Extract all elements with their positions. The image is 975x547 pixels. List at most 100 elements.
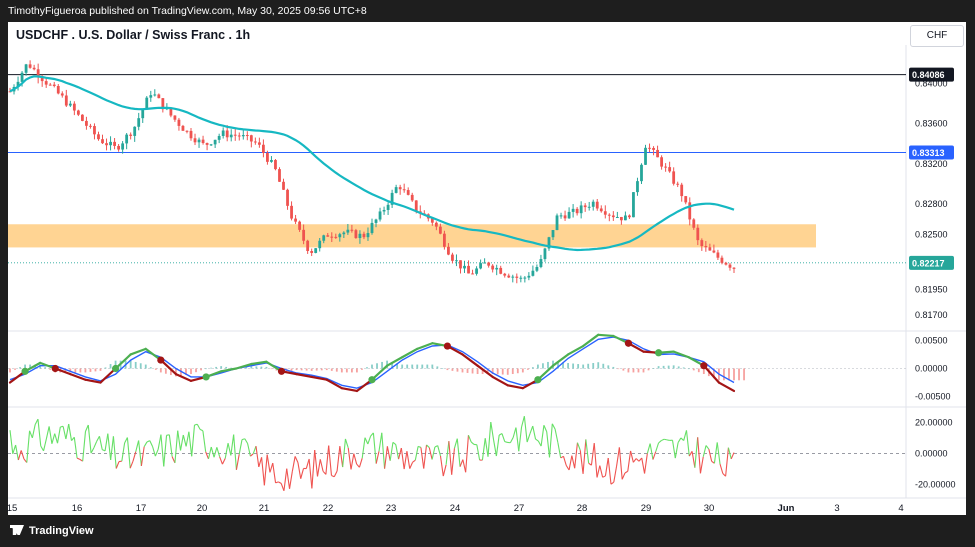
oscillator-segment [149, 440, 154, 447]
chart-area[interactable] [8, 22, 966, 515]
oscillator-segment [129, 460, 134, 469]
candle-body [628, 215, 631, 218]
candle-body [64, 95, 68, 106]
tradingview-logo[interactable]: TradingView [10, 525, 94, 537]
oscillator-segment [275, 481, 279, 484]
macd-line-segment [566, 344, 585, 356]
cross-marker [51, 364, 59, 373]
oscillator-segment [291, 456, 296, 472]
oscillator-segment [73, 437, 78, 459]
oscillator-segment [12, 444, 17, 455]
candle-body [330, 236, 334, 238]
time-axis-tick: 29 [641, 503, 652, 514]
macd-histogram-bar [366, 367, 368, 369]
macd-histogram-bar [361, 368, 363, 370]
support-resistance-zone [8, 224, 816, 248]
oscillator-segment [227, 443, 232, 456]
oscillator-segment [582, 439, 587, 474]
candle-body [696, 227, 700, 241]
candle-body [137, 118, 141, 127]
candle-body [209, 144, 213, 146]
macd-histogram-bar [496, 368, 499, 375]
candle-body [262, 144, 265, 153]
candle-body [338, 234, 342, 238]
candle-body [141, 109, 145, 119]
candle-body [52, 84, 56, 86]
oscillator-segment [263, 454, 268, 486]
oscillator-segment [551, 423, 556, 430]
time-axis-tick: 22 [323, 503, 334, 514]
candle-body [455, 260, 458, 262]
macd-histogram-bar [270, 368, 273, 370]
macd-histogram-bar [154, 368, 157, 370]
candle-body [619, 217, 623, 221]
candle-body [583, 205, 587, 208]
candle-body [414, 200, 418, 212]
macd-histogram-bar [542, 363, 544, 369]
oscillator-segment [384, 446, 388, 469]
macd-histogram-bar [531, 367, 534, 369]
oscillator-segment [213, 447, 218, 458]
oscillator-segment [453, 438, 458, 449]
candle-body [539, 259, 543, 268]
oscillator-segment [65, 423, 70, 440]
oscillator-segment [278, 481, 282, 484]
oscillator-segment [90, 447, 95, 454]
oscillator-segment [126, 437, 131, 469]
macd-line-segment [461, 353, 479, 367]
oscillator-segment [406, 451, 411, 469]
macd-histogram-bar [94, 368, 97, 372]
currency-button[interactable]: CHF [910, 25, 964, 47]
macd-histogram-bar [411, 364, 414, 369]
candle-body [290, 205, 293, 219]
candle-body [519, 277, 523, 279]
macd-histogram-bar [376, 363, 378, 369]
oscillator-segment [93, 441, 98, 449]
candle-body [113, 141, 116, 146]
oscillator-segment [191, 424, 196, 457]
macd-histogram-bar [491, 368, 494, 375]
oscillator-segment [680, 437, 685, 441]
macd-histogram-bar [195, 368, 197, 373]
macd-histogram-bar [114, 360, 117, 369]
macd-histogram-bar [587, 363, 590, 369]
price-axis-tick: 0.81950 [915, 285, 948, 295]
candle-body [153, 94, 157, 96]
candle-body [688, 202, 692, 220]
candle-body [181, 125, 185, 131]
oscillator-segment [168, 434, 173, 457]
oscillator-segment [652, 451, 657, 460]
oscillator-segment [177, 430, 182, 451]
macd-histogram-bar [396, 363, 399, 369]
macd-histogram-bar [597, 362, 600, 369]
oscillator-segment [685, 430, 690, 457]
oscillator-segment [445, 441, 450, 465]
oscillator-segment [233, 434, 237, 470]
oscillator-segment [618, 447, 623, 480]
macd-histogram-bar [743, 368, 745, 381]
oscillator-segment [247, 443, 251, 457]
oscillator-segment [456, 438, 461, 467]
oscillator-segment [272, 462, 277, 483]
oscillator-segment [509, 437, 514, 443]
macd-histogram-bar [547, 361, 549, 369]
macd-histogram-bar [205, 368, 207, 370]
oscillator-segment [171, 456, 176, 464]
oscillator-segment [230, 434, 235, 456]
time-axis-tick: 28 [577, 503, 588, 514]
oscillator-segment [409, 462, 414, 469]
oscillator-segment [708, 449, 713, 462]
candle-body [97, 134, 100, 140]
oscillator-segment [138, 440, 142, 467]
oscillator-segment [602, 475, 606, 478]
macd-line-segment [702, 364, 721, 384]
candle-body [193, 138, 197, 143]
candle-body [599, 208, 603, 212]
oscillator-segment [252, 445, 257, 454]
oscillator-segment [574, 442, 579, 469]
candle-body [173, 115, 177, 120]
macd-histogram-bar [436, 366, 439, 369]
time-axis-tick: 27 [514, 503, 525, 514]
oscillator-segment [439, 455, 444, 477]
